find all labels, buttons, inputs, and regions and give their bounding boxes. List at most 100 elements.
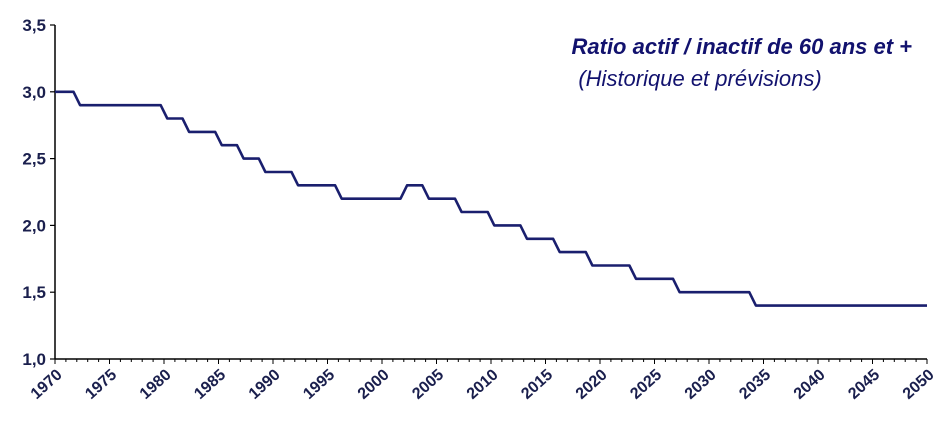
data-point [436, 198, 438, 200]
x-tick-label: 1980 [137, 366, 175, 403]
data-point [196, 131, 198, 133]
data-point [359, 198, 361, 200]
data-point [403, 184, 405, 186]
data-point [370, 198, 372, 200]
data-point [882, 305, 884, 307]
data-point [588, 265, 590, 267]
data-point [599, 265, 601, 267]
series-layer [55, 90, 927, 307]
data-point [806, 305, 808, 307]
data-point [773, 305, 775, 307]
data-point [523, 238, 525, 240]
data-point [763, 305, 765, 307]
data-point [479, 211, 481, 213]
data-point [784, 305, 786, 307]
x-tick-label: 1970 [28, 366, 66, 403]
data-point [174, 118, 176, 120]
chart-title: Ratio actif / inactif de 60 ans et + [572, 34, 913, 59]
data-point [686, 291, 688, 293]
x-tick-group: 1970 1975 1980 1985 1990 1995 2000 2005 2010 2015… [28, 359, 938, 403]
data-point [610, 265, 612, 267]
data-point [741, 291, 743, 293]
data-point [872, 305, 874, 307]
data-point [348, 198, 350, 200]
x-tick-label: 2050 [900, 366, 938, 403]
data-point [185, 131, 187, 133]
data-point [141, 104, 143, 106]
data-point [468, 211, 470, 213]
data-point [555, 251, 557, 253]
data-point [109, 104, 111, 106]
y-tick-label: 3,0 [22, 83, 46, 102]
x-tick-label: 2045 [845, 366, 883, 403]
data-point [130, 104, 132, 106]
data-point [425, 198, 427, 200]
y-tick-label: 2,5 [22, 150, 46, 169]
data-point [534, 238, 536, 240]
data-point [621, 265, 623, 267]
data-point [697, 291, 699, 293]
data-point [828, 305, 830, 307]
data-point [218, 144, 220, 146]
data-point [163, 118, 165, 120]
data-point [904, 305, 906, 307]
x-tick-label: 2010 [464, 366, 502, 403]
data-point [839, 305, 841, 307]
data-point [414, 184, 416, 186]
data-point [446, 198, 448, 200]
data-point [98, 104, 100, 106]
data-point [490, 224, 492, 226]
x-tick-label: 2025 [627, 366, 665, 403]
data-point [65, 91, 67, 93]
data-point [545, 238, 547, 240]
x-tick-label: 2015 [518, 366, 556, 403]
data-point [915, 305, 917, 307]
data-point [730, 291, 732, 293]
x-tick-label: 1995 [300, 366, 338, 403]
data-point [272, 171, 274, 173]
data-point [654, 278, 656, 280]
data-point [632, 278, 634, 280]
x-tick-label: 1985 [191, 366, 229, 403]
data-point [850, 305, 852, 307]
data-point [305, 184, 307, 186]
data-point [228, 144, 230, 146]
series-line-0 [55, 90, 927, 307]
data-point [512, 224, 514, 226]
y-tick-group: 1,0 1,5 2,0 2,5 3,0 3,5 [22, 16, 55, 369]
data-point [577, 251, 579, 253]
data-point [207, 131, 209, 133]
y-tick-label: 1,0 [22, 350, 46, 369]
data-point [119, 104, 121, 106]
data-point [795, 305, 797, 307]
x-tick-label: 2035 [736, 366, 774, 403]
data-point [261, 171, 263, 173]
x-tick-label: 1990 [246, 366, 284, 403]
data-point [719, 291, 721, 293]
data-point [392, 198, 394, 200]
data-point [250, 158, 252, 160]
x-tick-label: 2000 [355, 366, 393, 403]
data-point [752, 305, 754, 307]
chart-subtitle: (Historique et prévisions) [578, 66, 821, 91]
data-point [566, 251, 568, 253]
y-tick-label: 1,5 [22, 283, 46, 302]
data-point [337, 198, 339, 200]
data-point [664, 278, 666, 280]
data-point [239, 158, 241, 160]
x-tick-label: 1975 [82, 366, 120, 403]
data-point [327, 184, 329, 186]
data-point [501, 224, 503, 226]
data-point [457, 211, 459, 213]
data-point [294, 184, 296, 186]
data-point [643, 278, 645, 280]
x-tick-label: 2020 [573, 366, 611, 403]
data-point [316, 184, 318, 186]
x-tick-label: 2030 [682, 366, 720, 403]
x-tick-label: 2040 [791, 366, 829, 403]
data-point [76, 104, 78, 106]
data-point [283, 171, 285, 173]
y-tick-label: 3,5 [22, 16, 46, 35]
y-tick-label: 2,0 [22, 216, 46, 235]
